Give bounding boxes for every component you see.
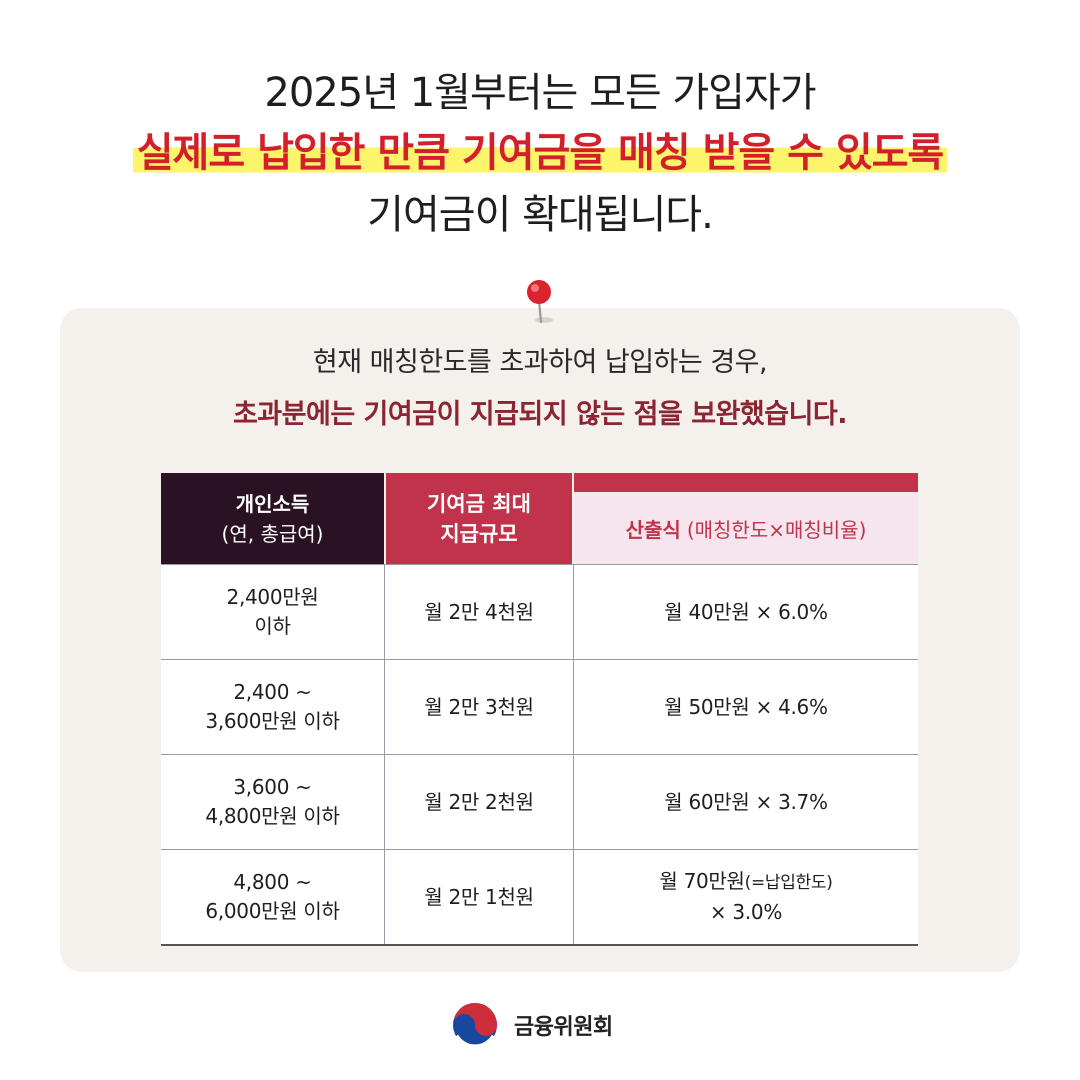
headline-line-2: 실제로 납입한 만큼 기여금을 매칭 받을 수 있도록	[0, 126, 1080, 180]
panel-emphasis-text: 초과분에는 기여금이 지급되지 않는 점을 보완했습니다.	[232, 399, 848, 430]
pushpin-icon	[527, 280, 553, 324]
table-row: 3,600 ~ 4,800만원 이하 월 2만 2천원 월 60만원 × 3.7…	[161, 755, 918, 850]
table-row: 2,400 ~ 3,600만원 이하 월 2만 3천원 월 50만원 × 4.6…	[161, 660, 918, 755]
income-cell: 2,400만원 이하	[161, 565, 385, 659]
headline-highlight: 실제로 납입한 만큼 기여금을 매칭 받을 수 있도록	[132, 130, 948, 176]
header-formula-sub: (매칭한도×매칭비율)	[686, 517, 867, 542]
headline-line-1: 2025년 1월부터는 모든 가입자가	[264, 70, 816, 116]
header-income: 개인소득 (연, 총급여)	[161, 473, 384, 564]
footer-logo: 금융위원회	[450, 1000, 613, 1050]
header-max-contribution: 기여금 최대 지급규모	[386, 473, 572, 564]
contribution-table: 개인소득 (연, 총급여) 기여금 최대 지급규모 산출식 (매칭한도×매칭비율…	[161, 473, 918, 946]
max-cell: 월 2만 4천원	[385, 565, 574, 659]
income-cell: 3,600 ~ 4,800만원 이하	[161, 755, 385, 849]
formula-cell: 월 70만원(=납입한도) × 3.0%	[574, 850, 918, 944]
table-header: 개인소득 (연, 총급여) 기여금 최대 지급규모 산출식 (매칭한도×매칭비율…	[161, 473, 918, 564]
headline-line-3: 기여금이 확대됩니다.	[367, 192, 714, 238]
header-formula-main: 산출식	[625, 517, 681, 542]
taegeuk-emblem	[453, 1003, 497, 1050]
income-cell: 2,400 ~ 3,600만원 이하	[161, 660, 385, 754]
formula-tail: × 3.0%	[709, 900, 783, 924]
table-row: 2,400만원 이하 월 2만 4천원 월 40만원 × 6.0%	[161, 564, 918, 660]
formula-cell: 월 60만원 × 3.7%	[664, 789, 828, 814]
max-cell: 월 2만 1천원	[385, 850, 574, 944]
income-cell: 4,800 ~ 6,000만원 이하	[161, 850, 385, 944]
max-cell: 월 2만 3천원	[385, 660, 574, 754]
formula-cell: 월 40만원 × 6.0%	[664, 599, 828, 624]
formula-cell: 월 50만원 × 4.6%	[664, 694, 828, 719]
table-body: 2,400만원 이하 월 2만 4천원 월 40만원 × 6.0% 2,400 …	[161, 564, 918, 946]
formula-line-1: 월 70만원(=납입한도)	[659, 867, 832, 898]
max-cell: 월 2만 2천원	[385, 755, 574, 849]
organization-name: 금융위원회	[514, 1015, 613, 1040]
header-income-sub: (연, 총급여)	[221, 521, 324, 546]
header-income-main: 개인소득	[235, 491, 310, 516]
header-formula: 산출식 (매칭한도×매칭비율)	[574, 473, 918, 564]
panel-intro-text: 현재 매칭한도를 초과하여 납입하는 경우,	[312, 347, 768, 378]
table-row: 4,800 ~ 6,000만원 이하 월 2만 1천원 월 70만원(=납입한도…	[161, 850, 918, 946]
formula-note: (=납입한도)	[744, 873, 833, 893]
formula-main: 월 70만원	[659, 869, 745, 893]
